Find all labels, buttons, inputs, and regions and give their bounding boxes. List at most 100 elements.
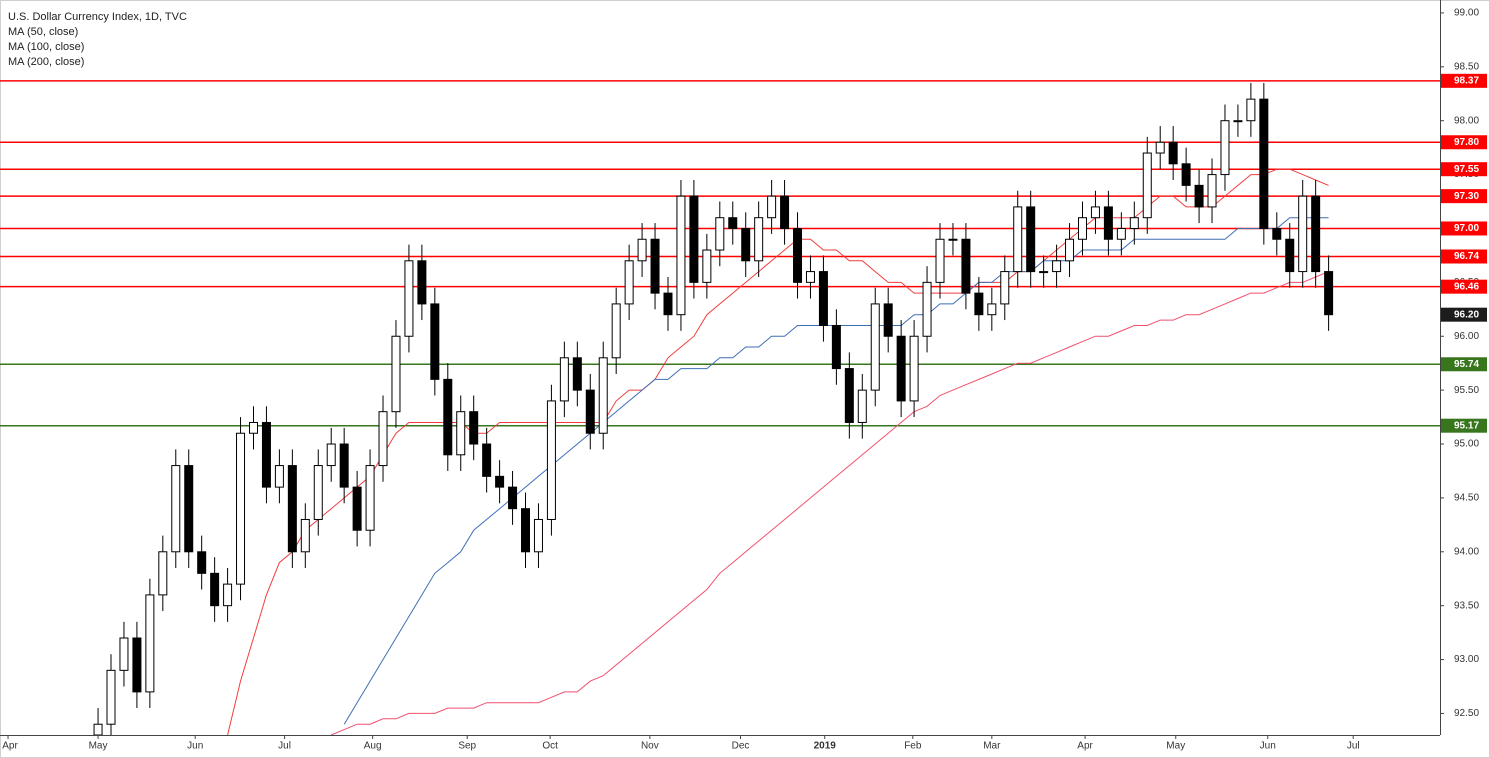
candle-body: [1000, 271, 1010, 305]
candle-body: [715, 217, 725, 251]
x-tick-label: Jul: [278, 741, 291, 752]
level-tag: [1441, 418, 1487, 433]
candle-body: [533, 518, 543, 553]
x-tick-label: Feb: [904, 741, 922, 752]
candle-body: [339, 443, 349, 488]
candle-body: [391, 335, 401, 413]
candle-body: [521, 508, 531, 553]
candle-body: [922, 281, 932, 337]
candle-body: [404, 260, 414, 337]
candle-body: [1077, 217, 1087, 240]
moving-average: [343, 217, 1329, 725]
candle-body: [1142, 152, 1152, 219]
candle-body: [883, 303, 893, 337]
candle-body: [378, 411, 388, 467]
candle-body: [1298, 195, 1308, 273]
candle-body: [637, 238, 647, 262]
candle-body: [1103, 206, 1113, 240]
x-tick-label: Mar: [983, 741, 1001, 752]
candle-body: [870, 303, 880, 391]
level-label: 95.74: [1454, 359, 1479, 370]
candle-body: [1207, 174, 1217, 208]
candle-body: [676, 195, 686, 316]
candle-body: [1324, 271, 1334, 316]
candle-body: [546, 400, 556, 520]
candle-body: [495, 475, 505, 488]
candle-body: [223, 583, 233, 607]
candle-body: [598, 357, 608, 434]
candle-body: [728, 217, 738, 229]
candle-body: [754, 217, 764, 262]
candle-body: [857, 389, 867, 423]
candle-body: [1168, 141, 1178, 165]
candle-body: [197, 551, 207, 574]
last-price-label: 96.20: [1454, 309, 1479, 320]
candle-body: [585, 389, 595, 434]
legend-entry: MA (100, close): [8, 41, 84, 53]
candle-body: [93, 723, 103, 735]
y-tick-label: 93.00: [1454, 654, 1479, 665]
candle-body: [184, 465, 194, 553]
y-tick-label: 94.50: [1454, 493, 1479, 504]
level-label: 95.17: [1454, 420, 1479, 431]
candle-body: [1155, 141, 1165, 154]
candle-body: [417, 260, 427, 305]
moving-average: [331, 271, 1329, 735]
candle-body: [287, 465, 297, 553]
candle-body: [1013, 206, 1023, 273]
candle-body: [1129, 217, 1139, 229]
candle-body: [844, 368, 854, 423]
candle-body: [935, 238, 945, 283]
level-label: 97.55: [1454, 164, 1479, 175]
candle-body: [948, 238, 958, 241]
candle-body: [611, 303, 621, 359]
level-label: 98.37: [1454, 75, 1479, 86]
level-label: 96.74: [1454, 251, 1479, 262]
x-tick-label: Jul: [1347, 741, 1360, 752]
candle-body: [145, 594, 155, 693]
candle-body: [831, 324, 841, 370]
level-tag: [1441, 189, 1487, 204]
candle-body: [805, 271, 815, 283]
candle-body: [767, 195, 777, 219]
candle-body: [326, 443, 336, 467]
level-label: 97.30: [1454, 191, 1479, 202]
x-tick-label: May: [1166, 741, 1185, 752]
y-tick-label: 98.50: [1454, 61, 1479, 72]
candle-body: [1259, 98, 1269, 229]
candle-body: [248, 421, 258, 434]
candle-body: [158, 551, 168, 596]
candle-body: [469, 411, 479, 445]
x-tick-label: Apr: [1077, 741, 1093, 752]
candle-body: [1090, 206, 1100, 219]
candle-body: [974, 292, 984, 316]
candle-body: [1116, 227, 1126, 240]
candle-body: [261, 421, 271, 488]
level-tag: [1441, 135, 1487, 150]
candle-body: [482, 443, 492, 477]
candle-body: [624, 260, 634, 305]
candle-body: [313, 465, 323, 520]
level-tag: [1441, 249, 1487, 264]
legend-entry: MA (50, close): [8, 26, 78, 38]
candle-body: [896, 335, 906, 402]
candle-body: [1220, 120, 1230, 176]
candle-body: [1285, 238, 1295, 273]
x-tick-label: Jun: [1260, 741, 1276, 752]
candle-body: [274, 465, 284, 488]
x-tick-label: Aug: [364, 741, 382, 752]
level-tag: [1441, 221, 1487, 236]
candle-body: [1181, 163, 1191, 186]
candle-body: [1233, 120, 1243, 123]
y-tick-label: 95.50: [1454, 385, 1479, 396]
y-tick-label: 93.50: [1454, 600, 1479, 611]
y-tick-label: 92.50: [1454, 708, 1479, 719]
y-tick-label: 98.00: [1454, 115, 1479, 126]
x-tick-label: Nov: [641, 741, 659, 752]
candle-body: [210, 572, 220, 607]
candle-body: [106, 669, 116, 725]
candle-body: [663, 292, 673, 316]
candle-body: [818, 271, 828, 326]
candle-body: [132, 637, 142, 693]
